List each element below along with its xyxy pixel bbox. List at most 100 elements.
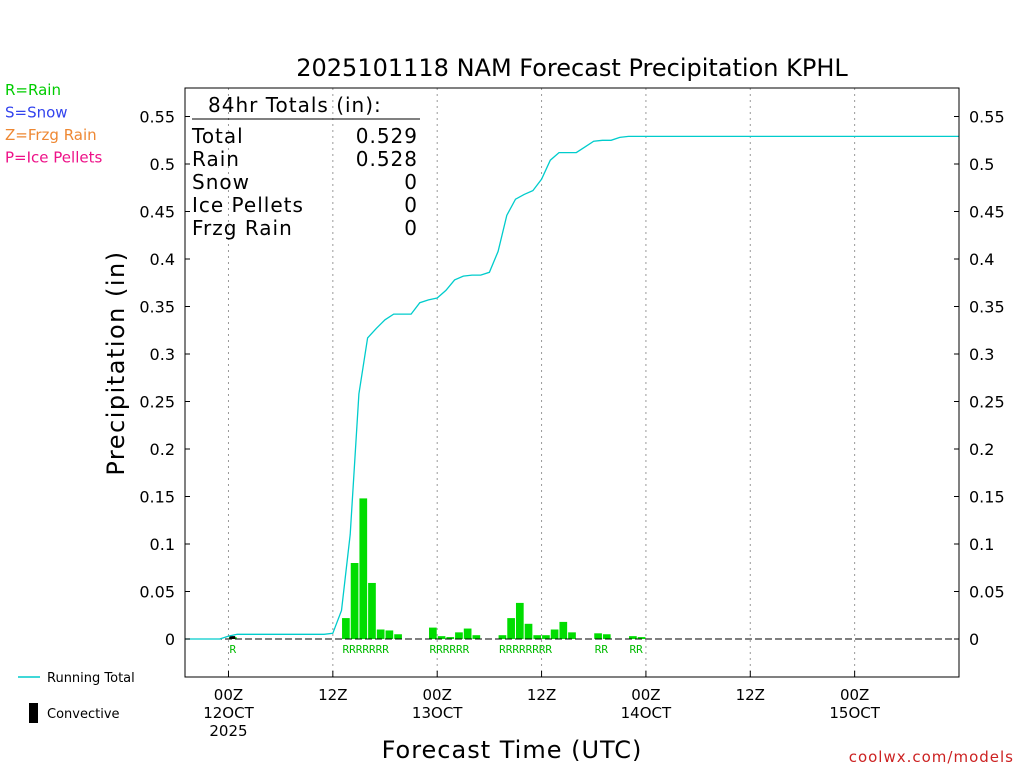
running-total-polyline (185, 135, 959, 640)
precip-bar-h23 (429, 627, 437, 639)
x-tick-label: 00Z (631, 686, 660, 704)
precip-bar-h17 (376, 629, 385, 639)
ptype-label: RRRRRRR (343, 643, 390, 656)
x-tick-label: 14OCT (621, 704, 672, 722)
totals-header: 84hr Totals (in): (208, 93, 382, 117)
y-tick-label-left: 0.55 (139, 108, 175, 127)
chart-title: 2025101118 NAM Forecast Precipitation KP… (296, 54, 848, 82)
y-tick-label-left: 0.3 (150, 345, 175, 364)
ptype-legend-item: P=Ice Pellets (5, 149, 102, 167)
y-tick-label-left: 0.05 (139, 583, 175, 602)
y-axis-title: Precipitation (in) (102, 250, 130, 475)
x-tick-label: 12OCT (203, 704, 254, 722)
precip-bar-h14 (350, 563, 359, 639)
precip-bar-h27 (463, 628, 472, 639)
precip-bar-h16 (368, 582, 376, 639)
ptype-legend-item: Z=Frzg Rain (5, 126, 97, 144)
precip-bar-h33 (515, 602, 524, 639)
y-axis-left: 0 0.05 0.1 0.15 0.2 0.25 0.3 0.35 0.4 0.45 0.5 0.55 (139, 108, 190, 649)
y-axis-right: 0 0.05 0.1 0.15 0.2 0.25 0.3 0.35 0.4 0.45 0.5 0.55 (954, 108, 1005, 649)
y-tick-label-left: 0.45 (139, 203, 175, 222)
precip-bar-h24 (437, 636, 446, 639)
y-tick-label-left: 0.25 (139, 393, 175, 412)
ptype-label: R (229, 643, 236, 656)
precip-bar-h46 (629, 636, 637, 639)
totals-row-label: Frzg Rain (192, 216, 293, 240)
y-tick-label-right: 0.4 (969, 250, 994, 269)
precip-bar-h37 (550, 629, 559, 639)
ptype-legend-item: R=Rain (5, 81, 61, 99)
precip-bar-h28 (472, 635, 481, 639)
y-tick-label-right: 0 (969, 630, 979, 649)
x-tick-label: 2025 (209, 722, 247, 740)
x-axis-title: Forecast Time (UTC) (382, 736, 643, 764)
totals-rows: Total 0.529 Rain 0.528 Snow 0 Ice Pellets 0 Frzg… (191, 124, 418, 240)
ptype-label: RRRRRR (430, 643, 470, 656)
x-tick-label: 13OCT (412, 704, 463, 722)
x-tick-label: 15OCT (829, 704, 880, 722)
ptype-legend: R=Rain S=Snow Z=Frzg Rain P=Ice Pellets (5, 81, 102, 167)
x-tick-label: 00Z (423, 686, 452, 704)
x-tick-label: 12Z (318, 686, 347, 704)
precip-bar-h31 (498, 635, 507, 639)
running-total-line (185, 135, 959, 640)
totals-row-label: Total (191, 124, 244, 148)
totals-row-label: Snow (192, 170, 250, 194)
ptype-row: R RRRRRRR RRRRRR RRRRRRRR RR RR (229, 643, 643, 656)
precip-bar-h26 (455, 632, 463, 639)
ptype-label: RRRRRRRR (499, 643, 552, 656)
totals-row-value: 0 (404, 170, 418, 194)
totals-row-value: 0.528 (356, 147, 418, 171)
precip-bars (228, 498, 646, 639)
totals-row-label: Rain (192, 147, 240, 171)
ptype-label: RR (595, 643, 609, 656)
y-tick-label-right: 0.25 (969, 393, 1005, 412)
y-tick-label-right: 0.45 (969, 203, 1005, 222)
y-tick-label-right: 0.1 (969, 535, 994, 554)
running-total-legend: Running Total (18, 671, 135, 686)
totals-row-value: 0.529 (356, 124, 418, 148)
precip-bar-h36 (542, 635, 550, 639)
totals-row-value: 0 (404, 216, 418, 240)
convective-legend-swatch (29, 703, 38, 723)
y-tick-label-left: 0 (165, 630, 175, 649)
precip-bar-h39 (568, 632, 576, 639)
convective-bar-h0 (229, 636, 236, 639)
y-tick-label-left: 0.15 (139, 488, 175, 507)
y-tick-label-right: 0.35 (969, 298, 1005, 317)
y-tick-label-right: 0.3 (969, 345, 994, 364)
y-tick-label-left: 0.1 (150, 535, 175, 554)
precip-bar-h32 (507, 618, 515, 639)
precip-bar-h25 (446, 637, 455, 639)
x-tick-label: 00Z (214, 686, 243, 704)
precip-bar-h35 (533, 635, 542, 639)
convective-legend: Convective (29, 703, 120, 723)
x-tick-label: 12Z (736, 686, 765, 704)
y-tick-label-right: 0.2 (969, 440, 994, 459)
plot-frame (184, 87, 960, 678)
precip-bar-h13 (342, 618, 350, 639)
totals-row-label: Ice Pellets (192, 193, 304, 217)
x-tick-label: 00Z (840, 686, 869, 704)
y-tick-label-left: 0.2 (150, 440, 175, 459)
precip-bar-h18 (385, 630, 394, 639)
ptype-label: RR (630, 643, 644, 656)
precip-bar-h19 (394, 634, 402, 639)
y-tick-label-right: 0.05 (969, 583, 1005, 602)
totals-box: 84hr Totals (in): Total 0.529 Rain 0.528 Sno… (191, 93, 420, 240)
precip-bar-h43 (602, 634, 611, 639)
precip-bar-h42 (594, 633, 602, 639)
y-tick-label-left: 0.35 (139, 298, 175, 317)
gridlines (227, 88, 856, 677)
convective-legend-label: Convective (47, 707, 120, 722)
precip-bar-h34 (524, 623, 533, 639)
totals-row-value: 0 (404, 193, 418, 217)
credit-link[interactable]: coolwx.com/models (849, 748, 1014, 766)
precip-bar-h47 (637, 637, 646, 639)
y-tick-label-left: 0.4 (150, 250, 175, 269)
precip-bar-h38 (559, 621, 568, 639)
precip-bar-h15 (359, 498, 368, 639)
ptype-legend-item: S=Snow (5, 104, 68, 122)
y-tick-label-right: 0.55 (969, 108, 1005, 127)
